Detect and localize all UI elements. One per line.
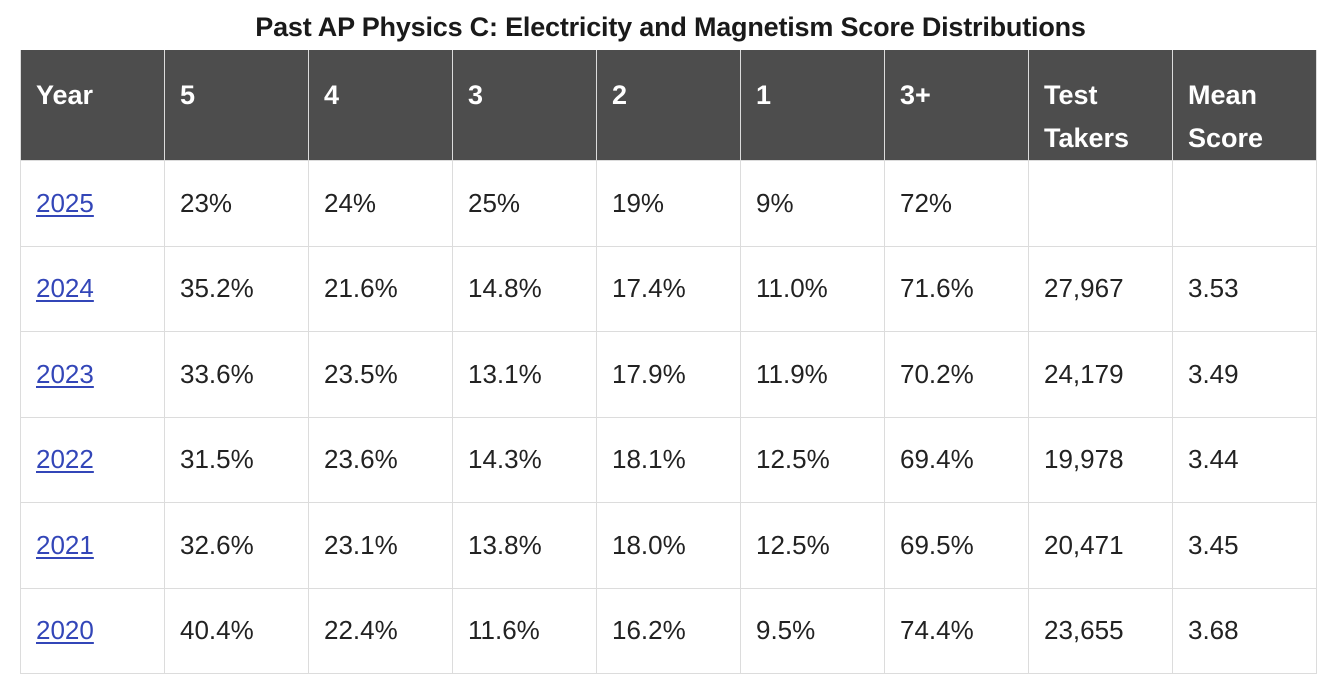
score-3-plus-cell: 70.2% [884,331,1029,418]
score-3-cell: 25% [452,160,597,247]
mean-score-cell: 3.45 [1172,502,1317,589]
table-row: 2021 32.6% 23.1% 13.8% 18.0% 12.5% 69.5%… [20,502,1317,589]
year-cell: 2022 [20,416,165,503]
test-takers-cell: 19,978 [1028,416,1173,503]
year-cell: 2021 [20,502,165,589]
table-row: 2024 35.2% 21.6% 14.8% 17.4% 11.0% 71.6%… [20,245,1317,332]
table-row: 2025 23% 24% 25% 19% 9% 72% [20,160,1317,247]
score-4-cell: 21.6% [308,245,453,332]
year-link[interactable]: 2025 [36,187,94,218]
year-cell: 2023 [20,331,165,418]
mean-score-cell: 3.53 [1172,245,1317,332]
score-1-cell: 11.9% [740,331,885,418]
score-2-cell: 17.9% [596,331,741,418]
year-link[interactable]: 2022 [36,444,94,475]
table-row: 2020 40.4% 22.4% 11.6% 16.2% 9.5% 74.4% … [20,587,1317,674]
test-takers-cell: 23,655 [1028,587,1173,674]
year-cell: 2024 [20,245,165,332]
score-distribution-table: Year 5 4 3 2 1 3+ Test Takers Mean Score… [20,50,1317,674]
year-cell: 2025 [20,160,165,247]
header-score-1: 1 [740,50,885,161]
header-year: Year [20,50,165,161]
score-2-cell: 18.0% [596,502,741,589]
header-score-5: 5 [164,50,309,161]
score-1-cell: 9.5% [740,587,885,674]
score-2-cell: 19% [596,160,741,247]
score-2-cell: 16.2% [596,587,741,674]
score-3-plus-cell: 72% [884,160,1029,247]
score-1-cell: 9% [740,160,885,247]
score-2-cell: 18.1% [596,416,741,503]
header-row: Year 5 4 3 2 1 3+ Test Takers Mean Score [20,50,1317,161]
score-2-cell: 17.4% [596,245,741,332]
year-link[interactable]: 2020 [36,615,94,646]
table-row: 2023 33.6% 23.5% 13.1% 17.9% 11.9% 70.2%… [20,331,1317,418]
mean-score-cell [1172,160,1317,247]
score-3-plus-cell: 69.4% [884,416,1029,503]
header-score-3: 3 [452,50,597,161]
header-score-2: 2 [596,50,741,161]
mean-score-cell: 3.44 [1172,416,1317,503]
mean-score-cell: 3.68 [1172,587,1317,674]
header-score-4: 4 [308,50,453,161]
score-1-cell: 11.0% [740,245,885,332]
score-4-cell: 23.1% [308,502,453,589]
test-takers-cell: 20,471 [1028,502,1173,589]
header-mean-score: Mean Score [1172,50,1317,161]
score-5-cell: 31.5% [164,416,309,503]
table-header: Year 5 4 3 2 1 3+ Test Takers Mean Score [20,50,1317,161]
header-test-takers: Test Takers [1028,50,1173,161]
table-row: 2022 31.5% 23.6% 14.3% 18.1% 12.5% 69.4%… [20,416,1317,503]
score-5-cell: 32.6% [164,502,309,589]
test-takers-cell: 24,179 [1028,331,1173,418]
score-3-cell: 13.1% [452,331,597,418]
mean-score-cell: 3.49 [1172,331,1317,418]
year-link[interactable]: 2021 [36,529,94,560]
score-3-cell: 14.3% [452,416,597,503]
score-4-cell: 23.5% [308,331,453,418]
year-link[interactable]: 2023 [36,358,94,389]
score-5-cell: 33.6% [164,331,309,418]
score-4-cell: 22.4% [308,587,453,674]
score-5-cell: 23% [164,160,309,247]
score-3-cell: 11.6% [452,587,597,674]
score-3-cell: 14.8% [452,245,597,332]
score-3-cell: 13.8% [452,502,597,589]
header-score-3-plus: 3+ [884,50,1029,161]
test-takers-cell: 27,967 [1028,245,1173,332]
score-1-cell: 12.5% [740,502,885,589]
score-4-cell: 23.6% [308,416,453,503]
score-4-cell: 24% [308,160,453,247]
score-5-cell: 40.4% [164,587,309,674]
score-3-plus-cell: 71.6% [884,245,1029,332]
score-5-cell: 35.2% [164,245,309,332]
year-link[interactable]: 2024 [36,273,94,304]
score-3-plus-cell: 74.4% [884,587,1029,674]
test-takers-cell [1028,160,1173,247]
table-body: 2025 23% 24% 25% 19% 9% 72% 2024 35.2% 2… [20,160,1317,674]
year-cell: 2020 [20,587,165,674]
score-1-cell: 12.5% [740,416,885,503]
score-3-plus-cell: 69.5% [884,502,1029,589]
table-title: Past AP Physics C: Electricity and Magne… [255,12,1086,42]
